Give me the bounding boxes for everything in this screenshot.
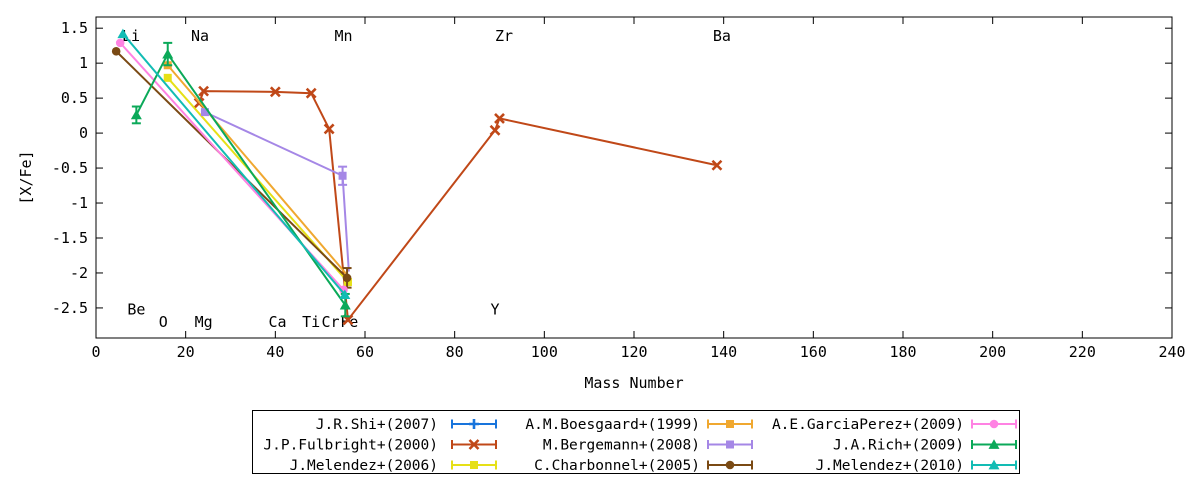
legend-entry-shi2007: J.R.Shi+(2007): [316, 417, 497, 433]
element-label-zr: Zr: [495, 27, 513, 45]
series-rich2009: [130, 41, 351, 318]
series-line-boesgaard1999: [166, 64, 348, 276]
series-fulbright2000: [193, 85, 723, 326]
svg-text:-2.5: -2.5: [52, 299, 88, 317]
legend-label-boesgaard1999: A.M.Boesgaard+(1999): [525, 417, 700, 433]
element-label-mn: Mn: [334, 27, 352, 45]
element-label-be: Be: [127, 300, 145, 318]
legend-label-charbonnel2005: C.Charbonnel+(2005): [534, 458, 700, 474]
legend-label-rich2009: J.A.Rich+(2009): [833, 438, 964, 454]
svg-text:240: 240: [1158, 343, 1185, 361]
legend-entry-boesgaard1999: A.M.Boesgaard+(1999): [525, 417, 753, 433]
legend-entry-melendez2010: J.Melendez+(2010): [816, 458, 1017, 474]
legend-entry-charbonnel2005: C.Charbonnel+(2005): [534, 458, 753, 474]
svg-text:-2: -2: [70, 264, 88, 282]
legend-box: [252, 410, 1020, 474]
element-label-y: Y: [491, 300, 500, 318]
legend-label-bergemann2008: M.Bergemann+(2008): [543, 438, 700, 454]
svg-text:160: 160: [800, 343, 827, 361]
element-label-ca: Ca: [269, 313, 287, 331]
svg-text:-0.5: -0.5: [52, 159, 88, 177]
svg-text:180: 180: [889, 343, 916, 361]
axes: 0 20 40 60 80 100 120 140 160 180 200 220 240 1.5 1 0.5…: [17, 16, 1186, 392]
legend-entry-fulbright2000: J.P.Fulbright+(2000): [263, 438, 497, 454]
series-line-melendez2010: [122, 33, 346, 296]
element-label-mg: Mg: [195, 313, 213, 331]
plot-border: [95, 16, 1173, 339]
legend-entry-rich2009: J.A.Rich+(2009): [833, 438, 1017, 454]
element-label-ti: Ti: [302, 313, 320, 331]
svg-text:-1.5: -1.5: [52, 229, 88, 247]
series-boesgaard1999: [163, 61, 348, 276]
svg-text:220: 220: [1069, 343, 1096, 361]
svg-text:60: 60: [356, 343, 374, 361]
svg-text:1.5: 1.5: [61, 19, 88, 37]
legend-label-fulbright2000: J.P.Fulbright+(2000): [263, 438, 438, 454]
svg-text:40: 40: [266, 343, 284, 361]
svg-text:20: 20: [177, 343, 195, 361]
series-bergemann2008: [200, 108, 350, 272]
legend-entry-bergemann2008: M.Bergemann+(2008): [543, 438, 753, 454]
x-axis-label: Mass Number: [584, 374, 683, 392]
legend-entry-garciaperez2009: A.E.GarciaPerez+(2009): [772, 417, 1017, 433]
svg-text:80: 80: [446, 343, 464, 361]
svg-text:140: 140: [710, 343, 737, 361]
svg-text:100: 100: [531, 343, 558, 361]
svg-text:200: 200: [979, 343, 1006, 361]
legend: J.R.Shi+(2007) J.P.Fulbright+(2000) J.Mele…: [252, 410, 1020, 474]
y-axis-label: [X/Fe]: [17, 150, 35, 204]
legend-label-melendez2006: J.Melendez+(2006): [290, 458, 438, 474]
legend-label-melendez2010: J.Melendez+(2010): [816, 458, 964, 474]
svg-text:120: 120: [620, 343, 647, 361]
series-melendez2010: [117, 28, 351, 300]
svg-text:-1: -1: [70, 194, 88, 212]
svg-text:1: 1: [79, 54, 88, 72]
element-label-ba: Ba: [713, 27, 731, 45]
element-label-li: Li: [122, 27, 140, 45]
element-label-na: Na: [191, 27, 209, 45]
legend-entry-melendez2006: J.Melendez+(2006): [290, 458, 497, 474]
svg-text:0: 0: [79, 124, 88, 142]
element-label-o: O: [159, 313, 168, 331]
series-line-charbonnel2005: [115, 50, 348, 279]
series-line-fulbright2000: [198, 90, 718, 323]
legend-label-garciaperez2009: A.E.GarciaPerez+(2009): [772, 417, 964, 433]
svg-text:0: 0: [91, 343, 100, 361]
element-label-cr: Cr: [321, 313, 339, 331]
legend-label-shi2007: J.R.Shi+(2007): [316, 417, 438, 433]
svg-text:0.5: 0.5: [61, 89, 88, 107]
